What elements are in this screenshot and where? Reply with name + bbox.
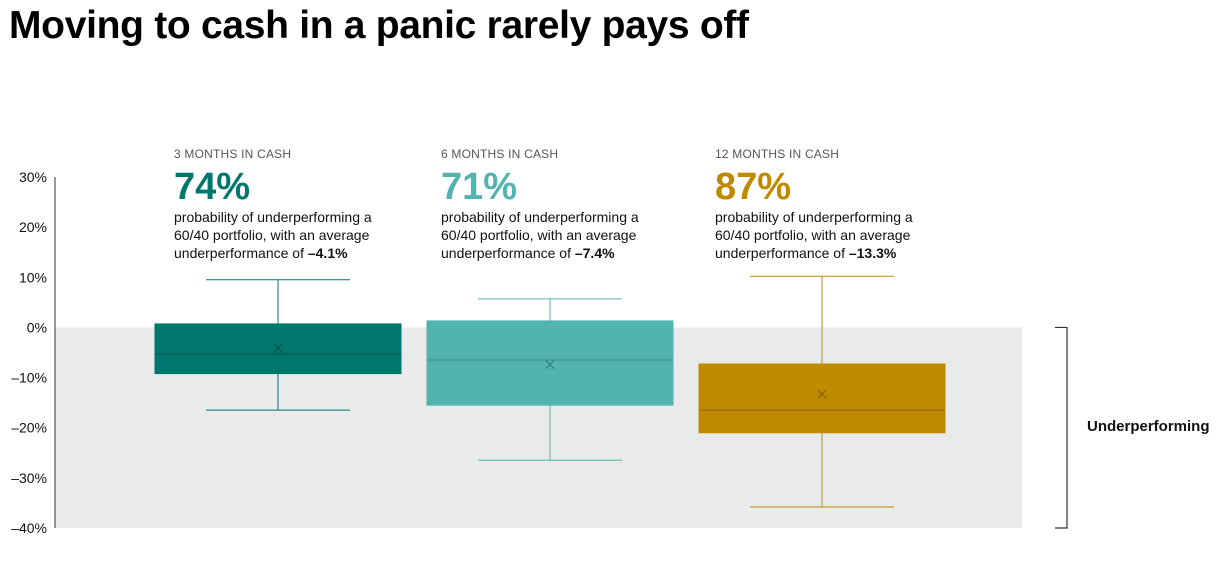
y-tick-label: 10% [19,269,47,285]
probability-value: 71% [441,166,517,208]
y-tick-label: –40% [11,520,47,536]
mean-marker [817,389,827,399]
y-tick-label: 30% [19,169,47,185]
description-prefix: underperformance of [441,245,575,261]
panel-header: 3 MONTHS IN CASH [174,147,291,161]
y-tick-label: –30% [11,470,47,486]
description-line: probability of underperforming a [174,209,372,225]
average-underperformance: –13.3% [849,245,897,261]
panel-header: 12 MONTHS IN CASH [715,147,839,161]
description-line: probability of underperforming a [715,209,913,225]
y-tick-label: 0% [27,319,47,335]
probability-value: 87% [715,166,791,208]
description-prefix: underperformance of [715,245,849,261]
description-prefix: underperformance of [174,245,308,261]
description-line: underperformance of –13.3% [715,245,897,261]
page-title: Moving to cash in a panic rarely pays of… [9,4,749,47]
y-tick-label: –20% [11,420,47,436]
panel-header: 6 MONTHS IN CASH [441,147,558,161]
description-line: 60/40 portfolio, with an average [174,227,370,243]
box-iqr [154,323,402,375]
probability-value: 74% [174,166,250,208]
mean-marker [545,360,555,369]
description-line: underperformance of –4.1% [174,245,348,261]
box-iqr [426,320,674,406]
average-underperformance: –7.4% [575,245,615,261]
description-line: probability of underperforming a [441,209,639,225]
description-line: 60/40 portfolio, with an average [441,227,637,243]
average-underperformance: –4.1% [308,245,348,261]
y-tick-label: 20% [19,219,47,235]
y-tick-label: –10% [11,370,47,386]
underperforming-label: Underperforming [1087,418,1210,435]
mean-marker [273,343,283,353]
description-line: underperformance of –7.4% [441,245,615,261]
description-line: 60/40 portfolio, with an average [715,227,911,243]
underperforming-bracket [1055,326,1068,529]
box-iqr [698,363,946,434]
